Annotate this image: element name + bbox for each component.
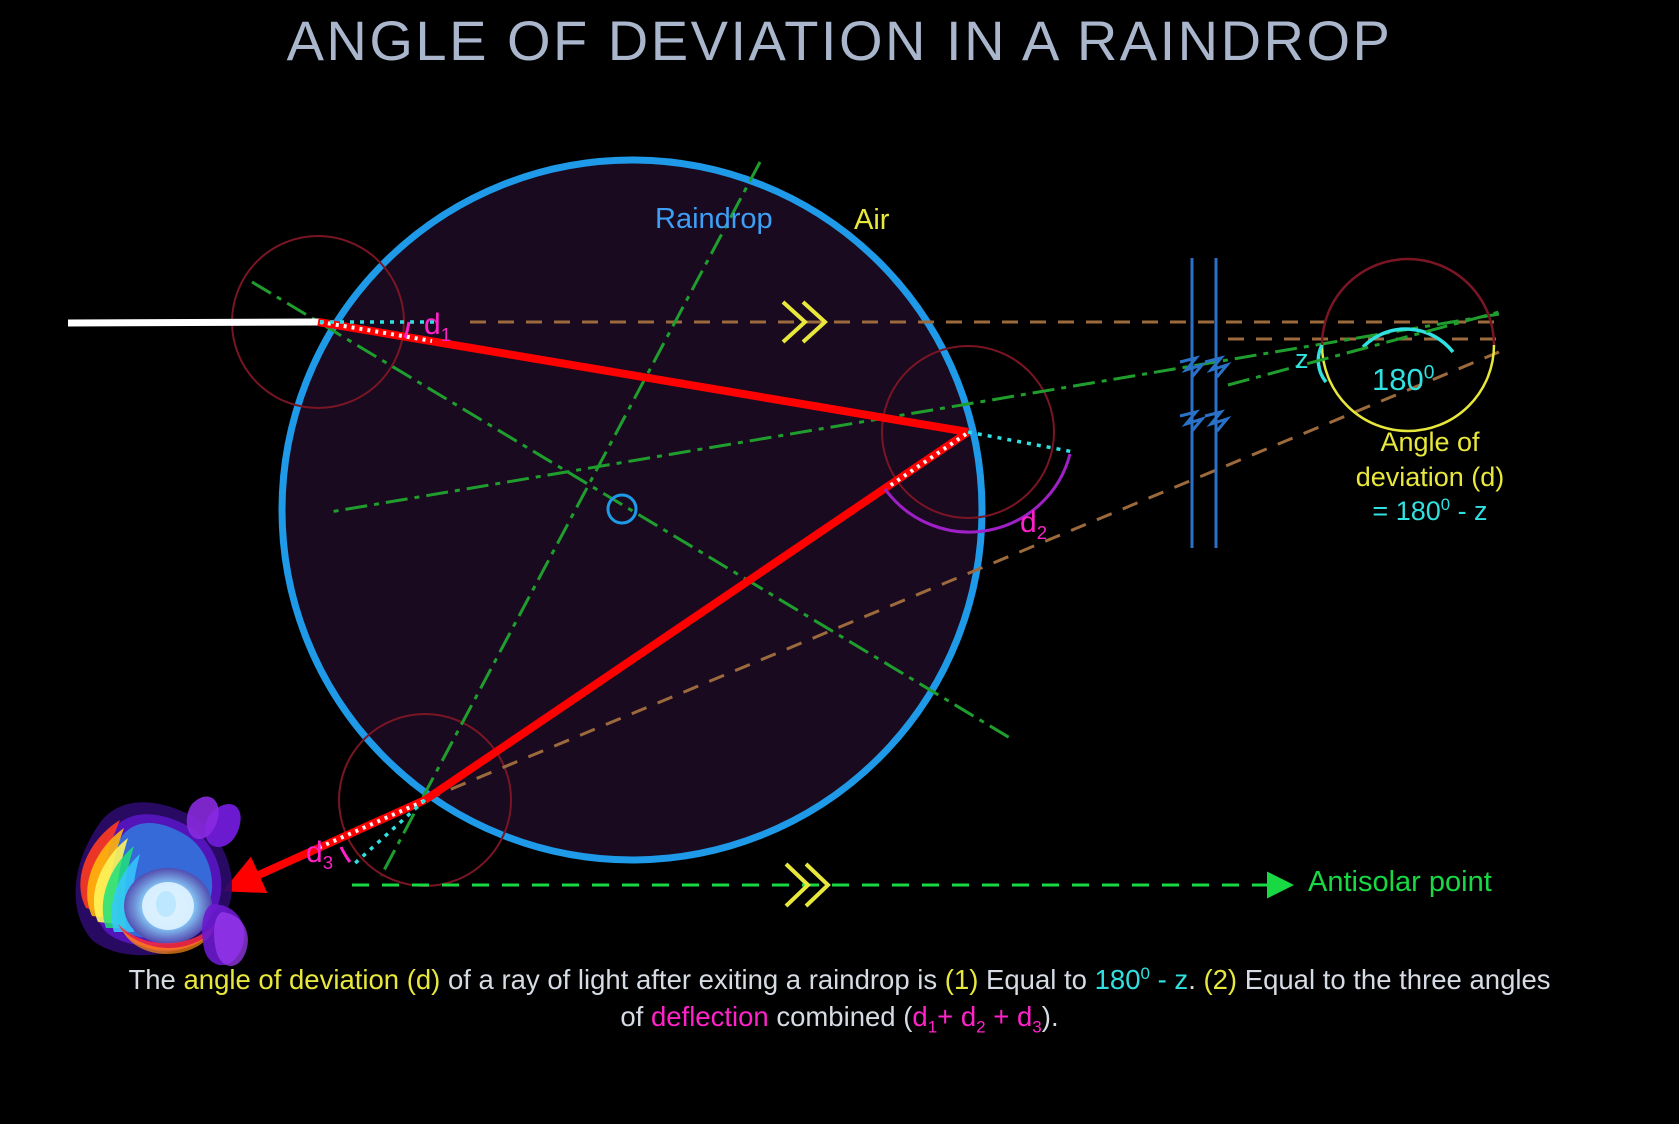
caption-l1-item-2: (2) (1203, 964, 1238, 995)
label-antisolar-point: Antisolar point (1308, 866, 1492, 898)
right-detail-top-arc (1320, 257, 1496, 346)
caption-l2-deflection: deflection (650, 1000, 769, 1032)
caption-l2-d1-sub: 1 (927, 1017, 938, 1037)
d3-angle-arc (339, 846, 352, 863)
caption-l1-a: The (128, 964, 184, 995)
axis-break-icon (1179, 258, 1232, 548)
label-d2: d2 (1020, 506, 1047, 544)
caption-l2-plus-2: + (985, 1000, 1017, 1032)
caption-l1-180: 180 (1094, 964, 1141, 995)
deviation-legend: Angle of deviation (d) = 1800 - z (1300, 425, 1560, 529)
z-angle-arc (1316, 344, 1328, 384)
label-180-angle: 1800 (1372, 362, 1434, 398)
caption-l2-d3: d (1017, 1000, 1033, 1032)
right-detail-normal-line (1227, 310, 1500, 387)
label-d2-subscript: 2 (1036, 522, 1048, 543)
caption-l2-close: ). (1041, 1000, 1059, 1032)
caption-l1-minus-z: - z (1149, 964, 1189, 995)
caption-l1-j: Equal to the three angles (1237, 964, 1551, 995)
incident-white-ray (67, 318, 321, 327)
normal-entry-line (251, 280, 1011, 740)
caption-l1-180-degree: 0 (1140, 963, 1150, 983)
deviation-legend-line1: Angle of (1380, 427, 1480, 457)
page-title: ANGLE OF DEVIATION IN A RAINDROP (286, 9, 1393, 72)
caption-l2-d2-sub: 2 (976, 1017, 986, 1037)
caption-l2-c: combined ( (768, 1000, 913, 1032)
continuation-dotted-reflect (967, 430, 1075, 454)
double-chevron-right-icon-top (781, 300, 828, 344)
caption: The angle of deviation (d) of a ray of l… (0, 962, 1679, 1039)
deflection-dots-exit (317, 799, 425, 850)
deviation-180-arc (1361, 327, 1455, 354)
caption-line-2: of deflection combined (d1+ d2 + d3). (0, 999, 1679, 1039)
label-180-degree: 0 (1423, 362, 1435, 384)
double-chevron-right-icon-bottom (784, 862, 831, 908)
deviation-legend-line2: deviation (d) (1355, 461, 1505, 492)
drop-center-marker (606, 493, 638, 525)
caption-l1-h: . (1188, 964, 1204, 995)
right-detail-bottom-arc (1320, 344, 1496, 433)
label-air: Air (854, 204, 890, 236)
caption-l2-d2: d (960, 1000, 977, 1032)
observer-eye-icon (75, 796, 248, 967)
caption-l1-c: of a ray of light after exiting a raindr… (440, 964, 945, 995)
reflect-detail-circle (881, 345, 1055, 519)
deviation-eq-rest: - z (1450, 496, 1488, 527)
label-d1-base: d (424, 308, 441, 341)
label-z-angle: z (1295, 344, 1309, 374)
caption-l1-e: Equal to (978, 964, 1095, 995)
deviation-eq-degree: 0 (1440, 495, 1451, 515)
label-d1: d1 (424, 308, 451, 346)
label-d3-subscript: 3 (322, 852, 334, 873)
caption-l2-d3-sub: 3 (1032, 1017, 1042, 1037)
label-d3: d3 (306, 836, 333, 874)
label-d2-base: d (1020, 506, 1037, 539)
caption-l1-item-1: (1) (944, 964, 979, 995)
caption-l2-d1: d (912, 1000, 928, 1032)
d2-angle-arc (883, 453, 1072, 534)
deviation-legend-line3: = 1800 - z (1300, 494, 1560, 529)
caption-l2-a: of (620, 1000, 651, 1032)
caption-l1-angle-of-deviation: angle of deviation (d) (183, 964, 441, 995)
red-ray-entry-to-reflect (317, 318, 969, 436)
label-raindrop: Raindrop (655, 203, 773, 235)
deflection-dots-entry (319, 320, 433, 343)
d1-angle-arc (403, 321, 411, 339)
normal-reflect-line (329, 312, 1500, 514)
caption-line-1: The angle of deviation (d) of a ray of l… (0, 962, 1679, 999)
caption-l2-plus-1: + (937, 1000, 961, 1032)
label-180-base: 180 (1372, 362, 1424, 397)
continuation-dotted-exit (350, 798, 427, 868)
deviation-eq: = 180 (1372, 496, 1441, 527)
label-d1-subscript: 1 (440, 324, 452, 345)
label-d3-base: d (306, 836, 323, 869)
normal-exit-line (379, 161, 762, 877)
red-ray-reflect-to-exit (422, 428, 971, 804)
